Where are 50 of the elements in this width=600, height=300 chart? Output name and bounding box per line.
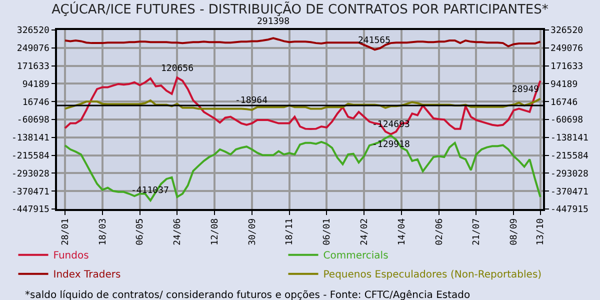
y2-tick-label: -138141 (550, 134, 588, 144)
y2-tick-label: 16746 (550, 98, 578, 108)
x-tick-label: 08/09 (510, 218, 520, 246)
y2-tick-label: -60698 (550, 116, 584, 126)
y2-tick-label: 171633 (550, 62, 584, 72)
y-tick-label: -138141 (12, 134, 50, 144)
legend-label: Commercials (323, 250, 388, 262)
chart-title: AÇÚCAR/ICE FUTURES - DISTRIBUIÇÃO DE CONTRATOS POR PARTICIPANTES* (52, 0, 549, 18)
line-series (64, 134, 542, 202)
x-tick-label: 24/06 (173, 218, 184, 246)
line-series (64, 37, 542, 51)
x-tick-label: 02/06 (434, 218, 445, 246)
legend-label: Pequenos Especuladores (Non-Reportables) (323, 270, 542, 281)
y2-tick-label: 249076 (550, 44, 584, 54)
x-tick-label: 28/01 (60, 218, 71, 246)
line-series (64, 76, 542, 136)
y-tick-label: 171633 (16, 62, 50, 72)
x-tick-label: 18/03 (98, 218, 108, 246)
data-label: 291398 (257, 17, 290, 27)
x-tick-label: 06/05 (136, 218, 146, 246)
x-tick-label: 24/02 (360, 218, 370, 246)
y-tick-label: -215584 (12, 151, 50, 162)
x-tick-label: 13/10 (536, 218, 546, 246)
x-tick-label: 14/04 (397, 218, 408, 246)
y2-tick-label: -370471 (550, 187, 588, 198)
data-label: 120656 (161, 64, 194, 74)
legend-label: Index Traders (53, 270, 121, 281)
y-tick-label: 16746 (22, 98, 50, 108)
y-tick-label: -370471 (12, 187, 50, 198)
y2-tick-label: -215584 (550, 151, 588, 162)
y-tick-label: -447915 (12, 205, 50, 216)
y2-tick-label: -447915 (550, 205, 588, 216)
y2-tick-label: 326520 (550, 26, 584, 36)
y2-tick-label: -293028 (550, 169, 588, 180)
y-tick-label: -293028 (12, 169, 50, 180)
x-tick-label: 06/01 (322, 218, 333, 246)
x-tick-label: 12/08 (210, 218, 220, 246)
text: *saldo líquido de contratos/ considerando futuros e opções - Fonte: CFTC/Agência Estado (25, 290, 470, 300)
data-label: -18964 (235, 96, 268, 106)
y-tick-label: 94189 (22, 80, 50, 90)
y-tick-label: -60698 (16, 116, 50, 126)
y-tick-label: 249076 (16, 44, 50, 54)
x-tick-label: 18/11 (285, 218, 296, 246)
x-tick-label: 21/07 (472, 218, 482, 246)
y-tick-label: 326520 (16, 26, 50, 36)
data-label: 241565 (358, 36, 391, 46)
y2-tick-label: 94189 (550, 80, 578, 90)
line-series (64, 98, 542, 111)
x-tick-label: 30/09 (248, 218, 258, 246)
legend-label: Fundos (53, 250, 89, 262)
